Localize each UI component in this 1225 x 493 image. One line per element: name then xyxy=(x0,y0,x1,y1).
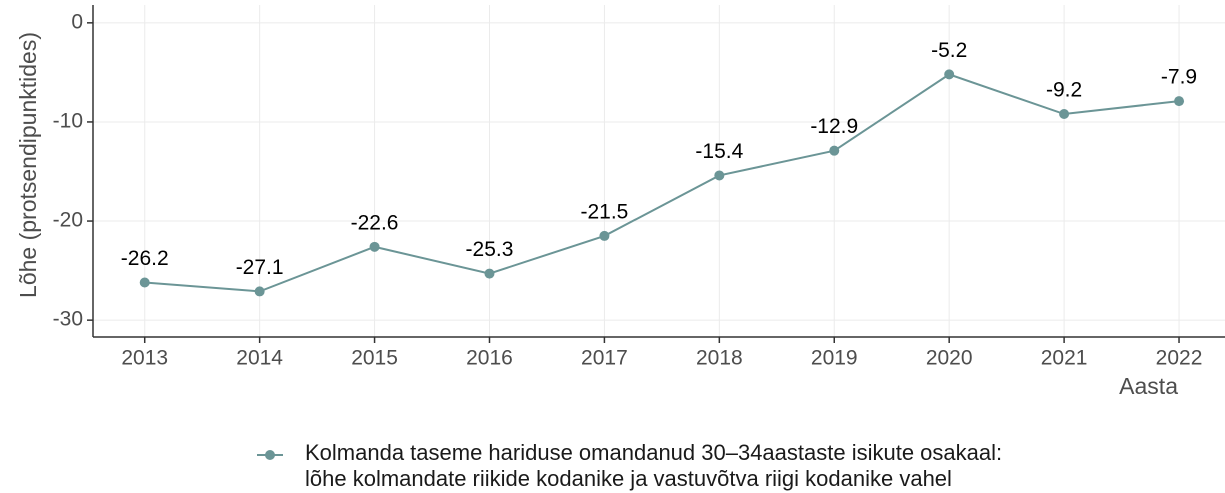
point xyxy=(139,277,150,288)
x-tick-label: 2021 xyxy=(1041,347,1088,370)
point xyxy=(254,286,265,297)
legend-dot xyxy=(265,450,275,460)
data-label: -9.2 xyxy=(1046,79,1082,102)
point xyxy=(1059,109,1070,120)
series-line xyxy=(144,73,1180,293)
data-label: -12.9 xyxy=(810,115,858,138)
y-tick-label: -10 xyxy=(53,109,83,132)
chart: Lõhe (protsendipunktides) Aasta -30 -20 -1… xyxy=(15,5,1225,399)
y-axis-label: Lõhe (protsendipunktides) xyxy=(15,32,41,298)
x-tick-label: 2020 xyxy=(926,347,973,370)
data-label: -25.3 xyxy=(466,238,514,261)
legend-label: Kolmanda taseme hariduse omandanud 30–34… xyxy=(305,440,1003,491)
point xyxy=(599,230,610,241)
y-tick-label: -20 xyxy=(53,209,83,232)
legend-marker xyxy=(257,450,283,460)
point xyxy=(829,145,840,156)
data-label: -7.9 xyxy=(1161,66,1197,89)
x-tick-label: 2015 xyxy=(351,347,398,370)
x-tick-label: 2013 xyxy=(121,347,168,370)
point xyxy=(369,241,380,252)
x-tick-label: 2019 xyxy=(811,347,858,370)
point xyxy=(484,268,495,279)
data-label: -21.5 xyxy=(580,200,628,223)
point xyxy=(714,170,725,181)
y-tick-label: 0 xyxy=(71,10,83,33)
x-tick-label: 2014 xyxy=(236,347,283,370)
y-tick-label: -30 xyxy=(53,308,83,331)
data-label: -15.4 xyxy=(695,140,743,163)
x-tick-label: 2017 xyxy=(581,347,628,370)
x-tick-label: 2016 xyxy=(466,347,513,370)
data-label: -27.1 xyxy=(236,256,284,279)
data-label: -5.2 xyxy=(931,39,967,62)
legend: Kolmanda taseme hariduse omandanud 30–34… xyxy=(255,440,1002,492)
x-tick-label: 2022 xyxy=(1156,347,1203,370)
data-label: -26.2 xyxy=(121,247,169,270)
data-label: -22.6 xyxy=(351,211,399,234)
point xyxy=(944,69,955,80)
x-axis-label: Aasta xyxy=(1119,373,1178,399)
x-tick-label: 2018 xyxy=(696,347,743,370)
point xyxy=(1174,96,1185,107)
